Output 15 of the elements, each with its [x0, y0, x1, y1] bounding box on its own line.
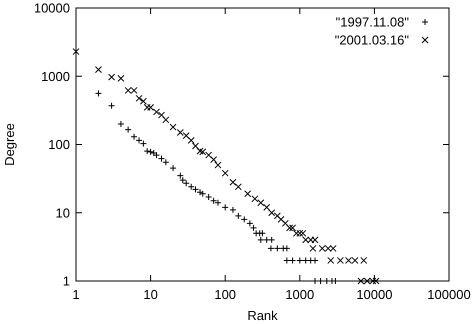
x-tick-label: 100000: [427, 287, 471, 302]
x-tick-label: 10000: [356, 287, 392, 302]
y-tick-label: 1: [62, 274, 70, 288]
x-tick-label: 10: [143, 287, 158, 302]
x-tick-label: 1: [72, 287, 80, 302]
x-tick-label: 1000: [285, 287, 314, 302]
y-axis-title: Degree: [2, 123, 17, 166]
legend-label: "2001.03.16": [334, 32, 410, 48]
y-tick-label: 1000: [41, 68, 70, 84]
y-tick-label: 10: [56, 205, 70, 220]
x-axis-title: Rank: [247, 308, 278, 323]
x-tick-label: 100: [214, 287, 236, 302]
y-tick-label: 100: [48, 137, 70, 152]
y-tick-label: 10000: [34, 0, 70, 16]
legend-label: "1997.11.08": [336, 14, 410, 30]
